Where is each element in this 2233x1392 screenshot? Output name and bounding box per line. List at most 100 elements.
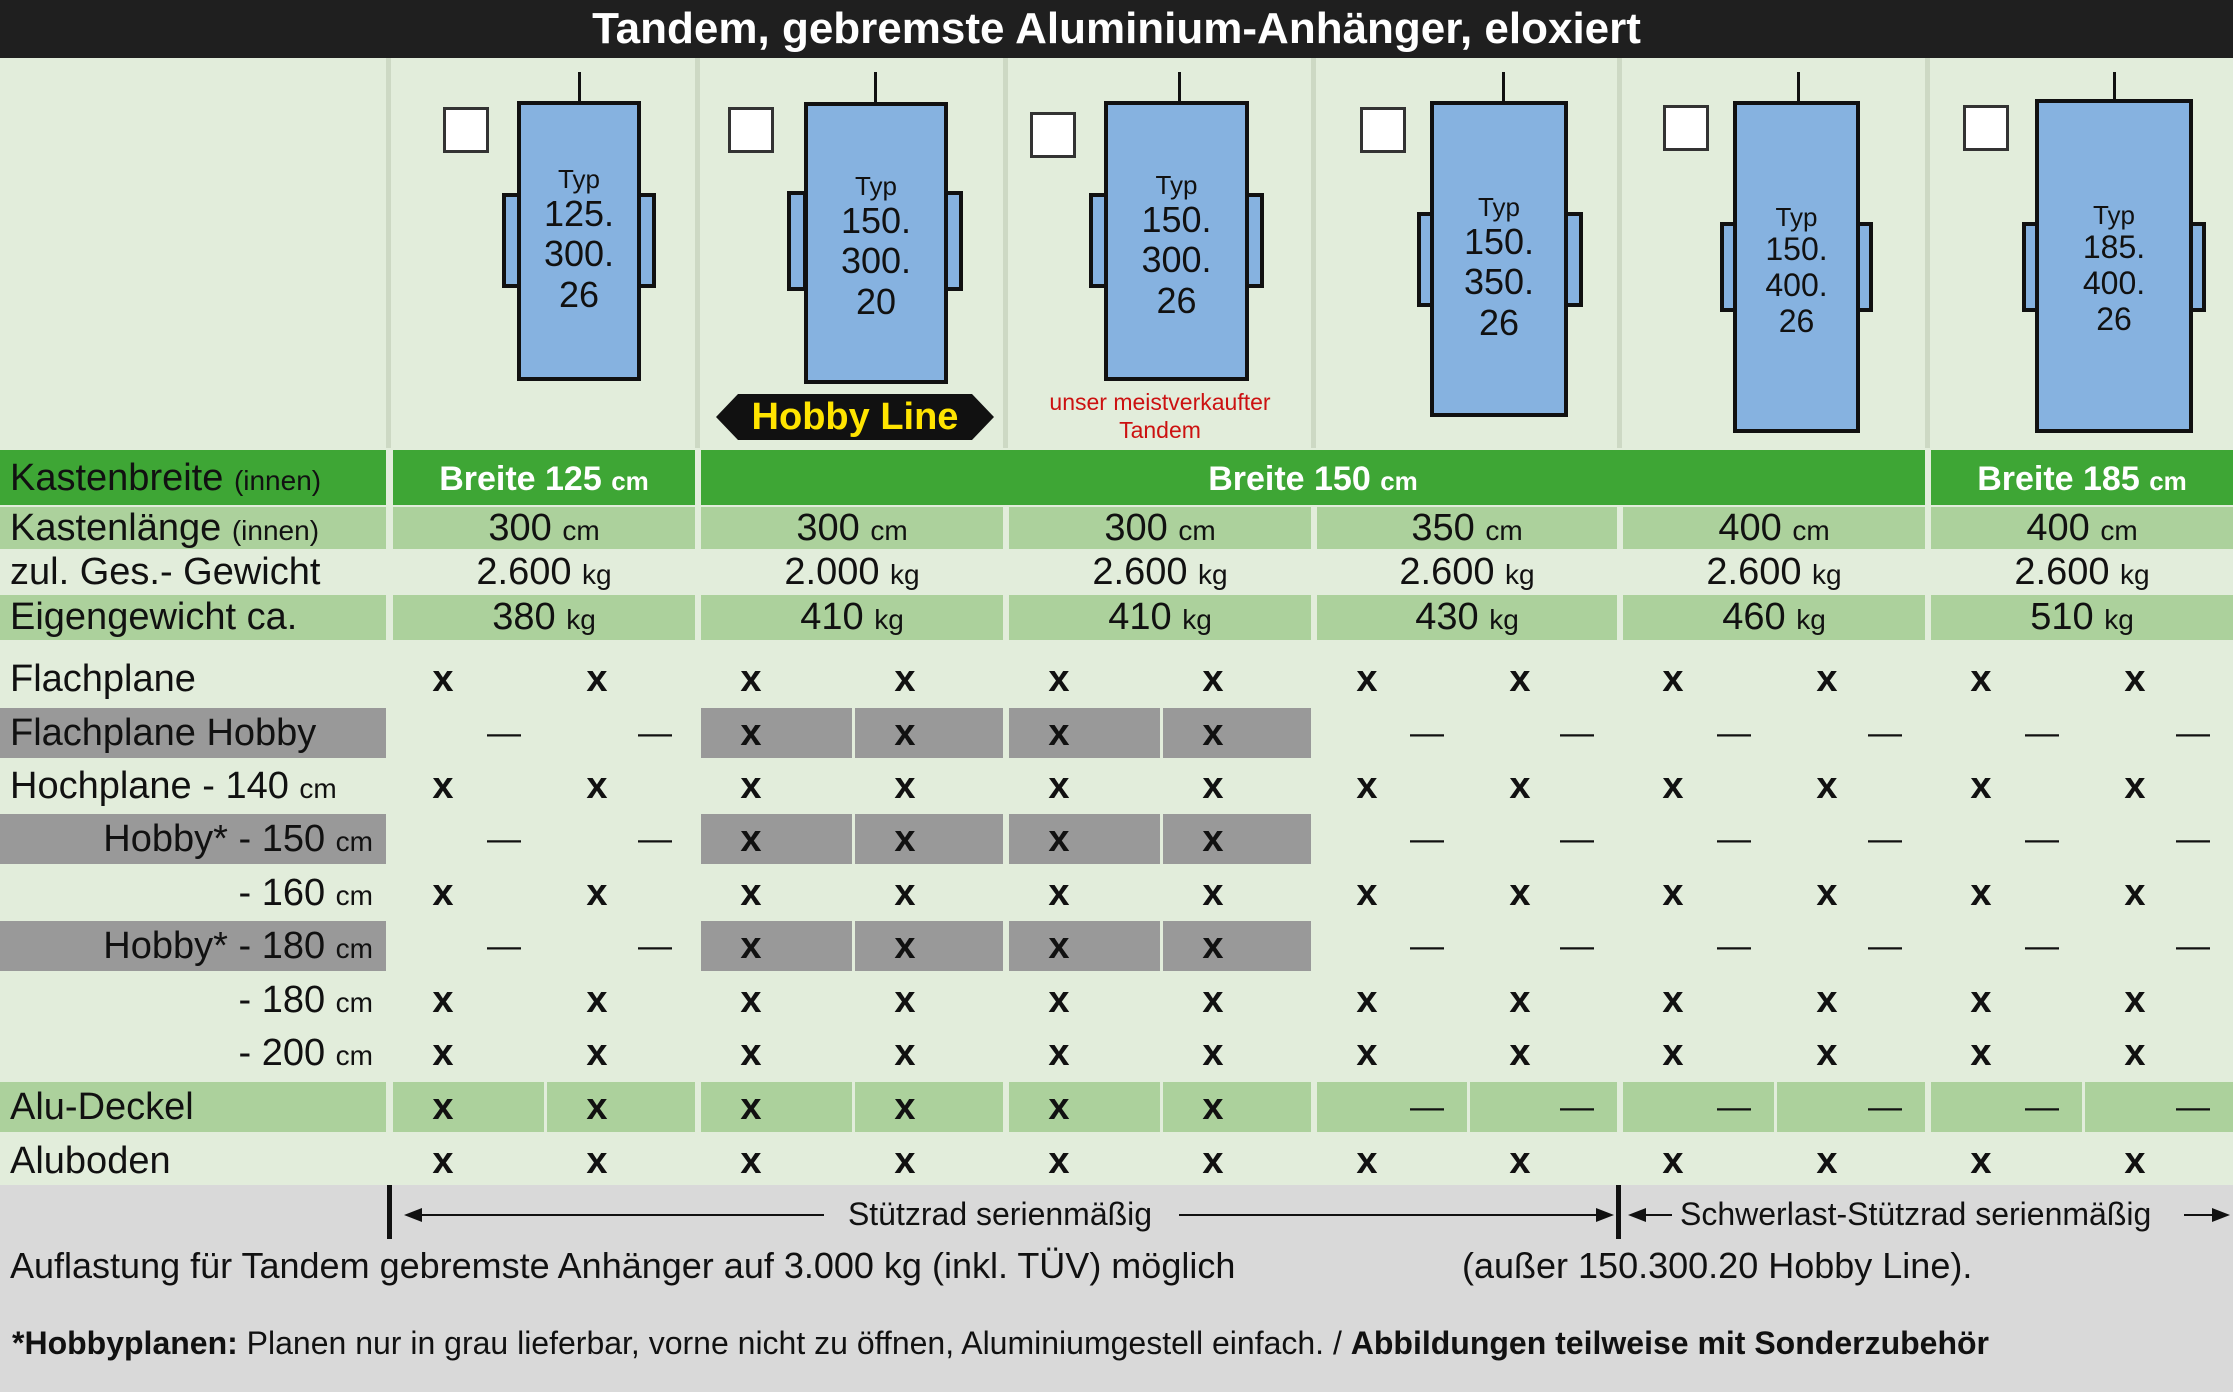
kastenlaenge-unit: cm	[1485, 515, 1523, 546]
mark-cell-bg	[1317, 975, 1467, 1025]
mark-cell-bg	[1317, 1082, 1467, 1132]
available-mark: x	[1662, 765, 1684, 807]
mark-cell-bg	[393, 814, 544, 864]
not-available-mark: —	[1560, 1088, 1594, 1126]
available-mark: x	[894, 925, 916, 967]
trailer-length-code: 400.	[1765, 266, 1828, 303]
mark-cell-bg	[1009, 975, 1160, 1025]
mark-cell-bg	[1623, 1028, 1774, 1078]
mark-cell-bg	[2085, 921, 2233, 971]
select-checkbox-2[interactable]	[728, 107, 774, 153]
breite-125-band	[393, 450, 695, 505]
option-label-text: Alu-Deckel	[10, 1086, 194, 1128]
trailer-weight-code: 26	[2096, 300, 2132, 337]
select-checkbox-3[interactable]	[1030, 112, 1076, 158]
available-mark: x	[1048, 1086, 1070, 1128]
not-available-mark: —	[1868, 820, 1902, 858]
mark-cell-bg	[1163, 814, 1311, 864]
cell-bg	[1931, 507, 2233, 549]
not-available-mark: —	[1868, 714, 1902, 752]
select-checkbox-5[interactable]	[1663, 105, 1709, 151]
mark-cell-bg	[1470, 1028, 1617, 1078]
mark-cell-bg	[1317, 1136, 1467, 1186]
available-mark: x	[894, 818, 916, 860]
row-bg	[0, 450, 386, 505]
kastenlaenge-value: 300	[1104, 507, 1168, 549]
not-available-mark: —	[2176, 820, 2210, 858]
drawbar-icon	[1502, 72, 1505, 102]
eigengewicht-cell: 410 kg	[701, 595, 1003, 642]
mark-cell-bg	[393, 868, 544, 918]
available-mark: x	[1048, 818, 1070, 860]
mark-cell-bg	[855, 654, 1003, 704]
footer-divider-left	[387, 1185, 392, 1239]
select-checkbox-1[interactable]	[443, 107, 489, 153]
kastenbreite-label: Kastenbreite (innen)	[10, 452, 321, 507]
available-mark: x	[894, 1032, 916, 1074]
mark-cell-bg	[393, 1028, 544, 1078]
not-available-mark: —	[638, 820, 672, 858]
available-mark: x	[1048, 925, 1070, 967]
available-mark: x	[740, 765, 762, 807]
gesamtgewicht-value: 2.600	[476, 551, 572, 593]
drawbar-icon	[2113, 72, 2116, 102]
mark-cell-bg	[855, 1082, 1003, 1132]
kastenlaenge-cell: 400 cm	[1623, 507, 1925, 552]
gesamtgewicht-cell: 2.600 kg	[1317, 551, 1617, 596]
option-label-unit: cm	[335, 987, 373, 1018]
gesamtgewicht-unit: kg	[2120, 559, 2150, 590]
gesamtgewicht-label: zul. Ges.- Gewicht	[10, 551, 320, 593]
mark-cell-bg	[1317, 1028, 1467, 1078]
option-label-bg	[0, 868, 386, 918]
not-available-mark: —	[1410, 1088, 1444, 1126]
page-title: Tandem, gebremste Aluminium-Anhänger, el…	[0, 0, 2233, 58]
kastenlaenge-value: 400	[2026, 507, 2090, 549]
not-available-mark: —	[638, 714, 672, 752]
cell-bg	[701, 551, 1003, 593]
cell-bg	[1317, 507, 1617, 549]
option-label: - 180 cm	[238, 975, 373, 1025]
kastenlaenge-value: 300	[796, 507, 860, 549]
trailer-length-code: 300.	[543, 233, 615, 275]
trailer-width-code: 185.	[2082, 229, 2146, 266]
eigengewicht-unit: kg	[1182, 604, 1212, 635]
column-divider	[1311, 58, 1316, 448]
eigengewicht-cell: 430 kg	[1317, 595, 1617, 642]
trailer-typ-label: Typ	[558, 164, 600, 194]
available-mark: x	[740, 712, 762, 754]
select-checkbox-6[interactable]	[1963, 105, 2009, 151]
not-available-mark: —	[2025, 820, 2059, 858]
drawbar-icon	[1797, 72, 1800, 102]
mark-cell-bg	[855, 761, 1003, 811]
mark-cell-bg	[393, 708, 544, 758]
kastenlaenge-cell: 300 cm	[1009, 507, 1311, 552]
mark-cell-bg	[547, 814, 695, 864]
cell-bg	[1009, 507, 1311, 549]
mark-cell-bg	[1623, 868, 1774, 918]
mark-cell-bg	[701, 1028, 852, 1078]
option-label-unit: cm	[335, 826, 373, 857]
mark-cell-bg	[1470, 868, 1617, 918]
cell-bg	[393, 507, 695, 549]
available-mark: x	[1970, 872, 1992, 914]
option-label: Hobby* - 150 cm	[103, 814, 373, 864]
gesamtgewicht-unit: kg	[1198, 559, 1228, 590]
available-mark: x	[894, 1140, 916, 1182]
eigengewicht-cell: 410 kg	[1009, 595, 1311, 642]
mark-cell-bg	[701, 868, 852, 918]
mark-cell-bg	[1470, 708, 1617, 758]
mark-cell-bg	[1931, 708, 2082, 758]
trailer-length-code: 300.	[1141, 239, 1212, 281]
option-label-text: - 200	[238, 1032, 326, 1074]
mark-cell-bg	[855, 1136, 1003, 1186]
select-checkbox-4[interactable]	[1360, 107, 1406, 153]
mark-cell-bg	[1163, 868, 1311, 918]
mark-cell-bg	[1777, 708, 1925, 758]
eigengewicht-value: 380	[492, 596, 556, 638]
option-label-text: Hobby* - 150	[103, 818, 326, 860]
mark-cell-bg	[1470, 654, 1617, 704]
option-label-bg	[0, 1028, 386, 1078]
available-mark: x	[1202, 818, 1224, 860]
mark-cell-bg	[1777, 868, 1925, 918]
available-mark: x	[894, 765, 916, 807]
